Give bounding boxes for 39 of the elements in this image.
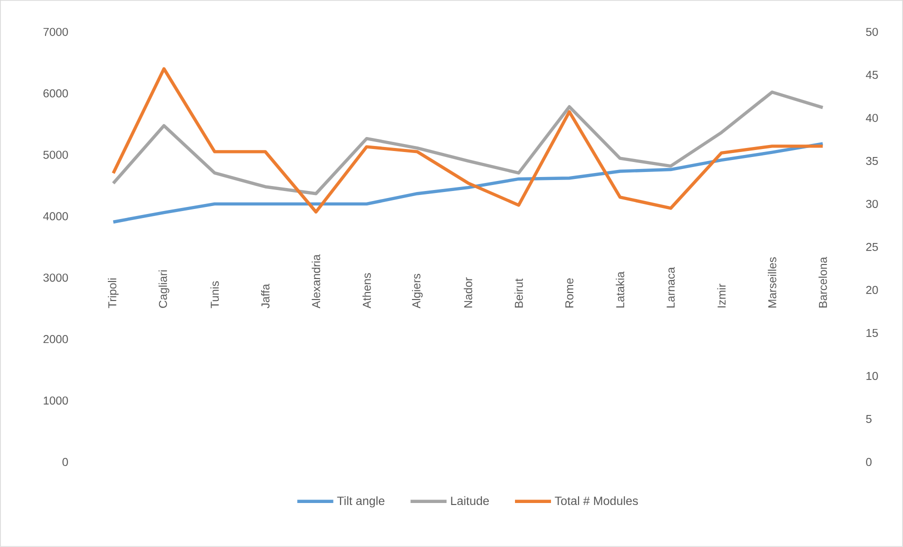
x-tick-label: Larnaca — [666, 267, 675, 308]
y2-tick-label: 45 — [866, 70, 878, 79]
line-series — [112, 67, 824, 214]
y-tick-label: 4000 — [43, 212, 68, 220]
legend-label: Laitude — [451, 496, 489, 506]
x-tick-label: Marseilles — [768, 257, 776, 308]
x-tick-label: Rome — [565, 278, 574, 308]
y2-tick-label: 20 — [866, 286, 878, 294]
x-tick-label: Jaffa — [261, 284, 270, 308]
x-tick-label: Tripoli — [108, 278, 119, 308]
x-tick-label: Algiers — [412, 274, 423, 308]
y2-tick-label: 30 — [866, 200, 878, 208]
y-tick-label: 1000 — [44, 396, 68, 405]
y-tick-label: 5000 — [43, 150, 68, 159]
y2-tick-label: 25 — [866, 242, 878, 252]
y2-tick-label: 40 — [866, 114, 878, 122]
x-tick-label: Cagliari — [158, 270, 170, 308]
x-tick-label: Tunis — [210, 281, 219, 308]
y-tick-label: 7000 — [44, 28, 68, 36]
x-tick-label: Izmir — [717, 284, 726, 308]
x-tick-label: Latakia — [616, 272, 624, 308]
y2-tick-label: 10 — [866, 372, 878, 380]
y-tick-label: 6000 — [43, 89, 68, 98]
y-tick-label: 0 — [62, 458, 68, 466]
y-tick-label: 2000 — [43, 335, 68, 344]
x-tick-label: Alexandria — [312, 254, 320, 308]
y-tick-label: 3000 — [43, 274, 68, 282]
y2-tick-label: 15 — [866, 329, 878, 337]
x-tick-label: Barcelona — [818, 256, 827, 308]
x-tick-label: Nador — [464, 277, 472, 308]
y2-tick-label: 50 — [866, 28, 878, 36]
x-tick-label: Beirut — [514, 278, 523, 308]
y2-tick-label: 35 — [866, 156, 878, 166]
x-tick-label: Athens — [362, 273, 371, 308]
y2-tick-label: 5 — [866, 415, 872, 424]
line-series — [112, 90, 824, 196]
legend-label: Tilt angle — [337, 496, 384, 508]
y2-tick-label: 0 — [866, 458, 872, 466]
legend-label: Total # Modules — [554, 496, 638, 506]
